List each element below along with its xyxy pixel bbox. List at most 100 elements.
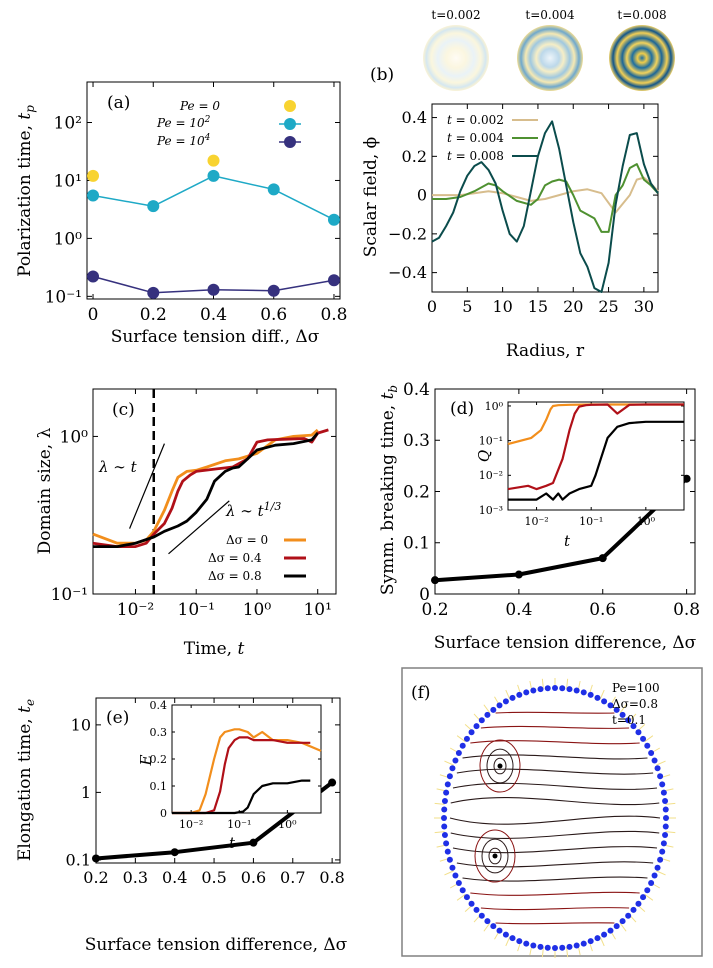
boundary-bead — [449, 864, 456, 871]
boundary-bead — [463, 735, 470, 742]
data-point — [207, 283, 220, 296]
panel-a-axis-ticks: 0 0.2 0.4 0.6 0.8 10⁻¹ 10⁰ 10¹ 10² — [45, 82, 347, 325]
boundary-bead — [459, 742, 466, 749]
surface-flux-tick — [665, 802, 676, 805]
x-tick-label: 20 — [563, 297, 583, 316]
boundary-bead — [660, 840, 667, 847]
x-tick-label: 10¹ — [303, 600, 331, 620]
panel-d-inset-xlabel: t — [564, 532, 571, 550]
y-tick-label: 0.4 — [402, 108, 427, 127]
thumb-field-0002 — [423, 25, 489, 91]
panel-a: 0 0.2 0.4 0.6 0.8 10⁻¹ 10⁰ 10¹ 10² (a) Pe = 0 Pe… — [15, 81, 347, 347]
panel-d: 0.2 0.4 0.6 0.800.10.20.30.4 (d) 10⁻² 10⁻¹ 10… — [378, 380, 700, 653]
data-point — [249, 838, 258, 847]
streamline — [452, 782, 658, 790]
streamline — [470, 740, 640, 745]
panel-f-param-ds: Δσ=0.8 — [612, 697, 658, 711]
x-tick-label: 0.4 — [505, 600, 532, 620]
panel-e-ylabel: Elongation time, te — [15, 699, 37, 861]
panel-b-label: (b) — [370, 65, 394, 85]
boundary-bead — [594, 935, 601, 942]
streamline — [470, 891, 640, 896]
data-point — [267, 183, 280, 196]
panel-f-param-pe: Pe=100 — [612, 681, 660, 695]
vortex-streamline — [488, 847, 502, 865]
boundary-bead — [441, 831, 448, 838]
y-tick-label: 10⁻³ — [479, 504, 503, 517]
panel-e: 0.2 0.3 0.4 0.5 0.6 0.7 0.8 0.1 1 10 (e) 10⁻² 10⁻¹… — [15, 697, 348, 955]
y-tick-label: −0.4 — [388, 263, 427, 282]
panel-c-frame — [92, 388, 337, 595]
boundary-bead — [635, 729, 642, 736]
panel-c-series — [92, 389, 329, 594]
panel-c: 10⁻² 10⁻¹ 10⁰ 10¹ 10⁻¹ 10⁰ (c) λ ∼ t λ ∼ t1/3… — [35, 388, 337, 659]
y-tick-label: 0.4 — [403, 380, 430, 400]
streamline — [480, 906, 630, 911]
boundary-bead — [502, 931, 509, 938]
boundary-bead — [662, 806, 669, 813]
streamline — [450, 830, 660, 839]
x-tick-label: 5 — [462, 297, 472, 316]
panel-b-xlabel: Radius, r — [506, 341, 585, 361]
panel-f: (f) Pe=100 Δσ=0.8 t=0.1 — [401, 667, 703, 958]
boundary-bead — [635, 900, 642, 907]
vortex-streamline — [486, 748, 514, 784]
streamline — [462, 876, 648, 882]
boundary-bead — [446, 773, 453, 780]
surface-flux-tick — [434, 802, 445, 805]
x-tick-label: 0.5 — [201, 868, 226, 887]
x-tick-label: 0.8 — [320, 305, 347, 325]
panel-e-label: (e) — [106, 708, 129, 728]
x-tick-label: 10⁰ — [278, 818, 297, 831]
panel-c-axis-ticks: 10⁻² 10⁻¹ 10⁰ 10¹ 10⁻¹ 10⁰ — [51, 389, 336, 620]
y-tick-label: 0.3 — [150, 726, 168, 739]
streamline — [456, 861, 654, 868]
data-point — [598, 554, 607, 563]
thumb-label-0002: t=0.002 — [431, 8, 480, 22]
panel-d-ylabel: Symm. breaking time, tb — [378, 385, 400, 595]
boundary-bead — [663, 815, 669, 821]
boundary-bead — [516, 691, 523, 698]
x-tick-label: 10⁰ — [243, 600, 272, 620]
inset-q-line-2 — [508, 420, 684, 501]
panel-a-ylabel: Polarization time, tp — [15, 105, 37, 277]
data-point — [207, 169, 220, 182]
data-point — [147, 200, 160, 213]
data-point — [327, 274, 340, 287]
data-point — [87, 270, 100, 283]
boundary-bead — [651, 872, 658, 879]
boundary-bead — [559, 685, 566, 692]
boundary-bead — [566, 943, 573, 950]
boundary-bead — [441, 815, 447, 821]
panel-c-legend: Δσ = 0 Δσ = 0.4 Δσ = 0.8 — [208, 533, 306, 583]
boundary-bead — [625, 717, 632, 724]
y-tick-label: 10⁰ — [54, 229, 83, 249]
panel-c-annot-linear: λ ∼ t — [98, 458, 138, 476]
x-tick-label: 15 — [528, 297, 548, 316]
boundary-bead — [580, 940, 587, 947]
streamline — [480, 725, 630, 730]
thumb-field-0008 — [609, 25, 675, 91]
panel-a-legend: Pe = 0 Pe = 102 Pe = 104 — [156, 99, 301, 148]
boundary-bead — [587, 938, 594, 945]
panel-f-flow-field — [434, 678, 676, 958]
legend-pe1e2-marker — [284, 118, 296, 130]
boundary-bead — [473, 723, 480, 730]
boundary-bead — [496, 702, 503, 709]
surface-flux-tick — [444, 760, 454, 766]
x-tick-label: 0.7 — [280, 868, 305, 887]
boundary-bead — [662, 798, 669, 805]
panel-d-inset-ticks: 10⁻² 10⁻¹ 10⁰ 10⁻³ 10⁻² 10⁻¹ 10⁰ — [479, 400, 684, 528]
legend-pe0-marker — [284, 100, 296, 112]
data-point — [328, 778, 337, 787]
y-tick-label: 10⁻¹ — [479, 434, 503, 447]
panel-d-xlabel: Surface tension difference, Δσ — [434, 633, 697, 653]
thumb-label-0008: t=0.008 — [617, 8, 666, 22]
y-tick-label: 10² — [54, 113, 82, 133]
boundary-bead — [587, 691, 594, 698]
vortex-streamline — [493, 757, 507, 775]
panel-a-label: (a) — [107, 93, 130, 113]
boundary-bead — [459, 887, 466, 894]
vortex-center — [492, 853, 498, 859]
boundary-bead — [566, 686, 573, 693]
